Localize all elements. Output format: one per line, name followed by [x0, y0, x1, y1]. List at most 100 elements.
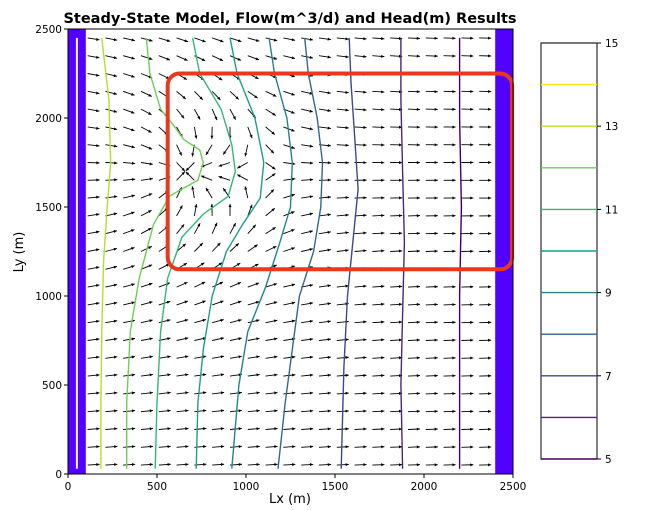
flow-arrowhead — [201, 58, 206, 61]
flow-arrowhead — [416, 463, 420, 467]
flow-arrowhead — [434, 374, 438, 378]
flow-arrowhead — [238, 409, 242, 413]
flow-arrowhead — [149, 462, 153, 467]
flow-arrowhead — [255, 38, 260, 42]
flow-arrowhead — [148, 264, 153, 268]
flow-arrowhead — [416, 338, 420, 342]
flow-arrowhead — [470, 143, 474, 147]
flow-arrowhead — [183, 76, 187, 80]
flow-arrowhead — [470, 338, 474, 342]
flow-arrowhead — [363, 373, 367, 377]
flow-arrowhead — [113, 283, 118, 287]
flow-arrowhead — [327, 248, 331, 252]
flow-arrowhead — [96, 427, 100, 431]
flow-arrowhead — [398, 214, 403, 218]
flow-arrowhead — [470, 445, 474, 449]
flow-arrowhead — [113, 127, 118, 131]
flow-arrowhead — [218, 262, 223, 266]
flow-arrowhead — [252, 224, 256, 229]
flow-arrowhead — [220, 337, 224, 341]
flow-arrowhead — [95, 266, 100, 270]
flow-arrowhead — [292, 463, 296, 467]
flow-arrowhead — [434, 445, 438, 449]
flow-arrowhead — [309, 127, 313, 131]
flow-arrowhead — [272, 246, 277, 250]
flow-arrowhead — [416, 107, 420, 111]
flow-arrowhead — [96, 230, 100, 234]
flow-arrowhead — [149, 337, 153, 341]
flow-arrowhead — [113, 319, 118, 323]
flow-arrowhead — [256, 409, 260, 413]
flow-arrowhead — [416, 374, 420, 378]
flow-arrowhead — [452, 196, 456, 200]
flow-arrowhead — [131, 355, 136, 359]
flow-arrowhead — [256, 319, 260, 323]
flow-arrowhead — [309, 337, 314, 341]
flow-arrowhead — [271, 131, 275, 135]
flow-arrowhead — [470, 249, 474, 253]
flow-arrowhead — [167, 355, 171, 359]
flow-arrowhead — [113, 337, 118, 341]
flow-arrowhead — [399, 161, 403, 165]
flow-arrowhead — [488, 107, 492, 111]
flow-arrowhead — [96, 109, 100, 113]
flow-arrowhead — [181, 171, 185, 175]
flow-arrowhead — [185, 462, 189, 466]
flow-arrowhead — [487, 445, 492, 449]
flow-arrowhead — [184, 39, 188, 43]
flow-arrowhead — [381, 54, 385, 58]
flow-arrowhead — [203, 445, 207, 449]
flow-arrowhead — [434, 285, 438, 289]
flow-arrowhead — [184, 337, 189, 341]
flow-arrowhead — [345, 231, 349, 235]
flow-arrowhead — [232, 223, 236, 227]
flow-arrowhead — [256, 445, 260, 449]
flow-arrowhead — [236, 263, 241, 267]
flow-arrowhead — [96, 195, 100, 199]
flow-arrowhead — [274, 355, 278, 359]
flow-arrowhead — [327, 213, 331, 217]
flow-arrowhead — [434, 90, 438, 94]
flow-arrowhead — [96, 213, 100, 217]
colorbar-tick-label: 9 — [605, 288, 612, 300]
flow-arrowhead — [416, 214, 420, 218]
flow-arrowhead — [452, 107, 456, 111]
flow-arrowhead — [149, 391, 153, 395]
flow-arrowhead — [345, 373, 349, 377]
flow-arrowhead — [197, 116, 201, 120]
flow-arrowhead — [381, 178, 385, 182]
flow-arrowhead — [345, 161, 349, 165]
flow-arrowhead — [345, 90, 349, 94]
flow-arrowhead — [291, 283, 296, 287]
flow-arrowhead — [434, 143, 438, 147]
flow-arrowhead — [149, 409, 153, 413]
flow-arrowhead — [470, 409, 474, 413]
flow-arrowhead — [345, 445, 349, 449]
flow-arrowhead — [256, 427, 260, 431]
flow-arrowhead — [434, 125, 438, 129]
flow-arrowhead — [273, 264, 277, 268]
flow-arrowhead — [131, 391, 136, 395]
flow-arrowhead — [291, 92, 295, 96]
flow-arrowhead — [220, 409, 225, 413]
contour-line — [154, 37, 237, 469]
flow-arrowhead — [238, 319, 242, 322]
flow-arrowhead — [200, 262, 205, 266]
flow-arrowhead — [149, 445, 153, 449]
flow-arrowhead — [309, 178, 314, 182]
flow-arrowhead — [398, 445, 403, 449]
flow-arrowhead — [203, 409, 207, 413]
flow-arrowhead — [363, 409, 367, 413]
flow-arrowhead — [416, 391, 420, 396]
flow-arrowhead — [327, 445, 331, 449]
flow-arrowhead — [291, 145, 295, 149]
flow-arrowhead — [345, 409, 349, 413]
flow-arrowhead — [201, 281, 206, 285]
flow-arrowhead — [398, 409, 403, 413]
flow-arrowhead — [488, 196, 492, 200]
flow-arrowhead — [256, 337, 260, 341]
flow-arrowhead — [256, 373, 260, 377]
flow-arrowhead — [255, 264, 259, 267]
flow-arrowhead — [185, 167, 190, 171]
flow-arrowhead — [381, 356, 385, 360]
